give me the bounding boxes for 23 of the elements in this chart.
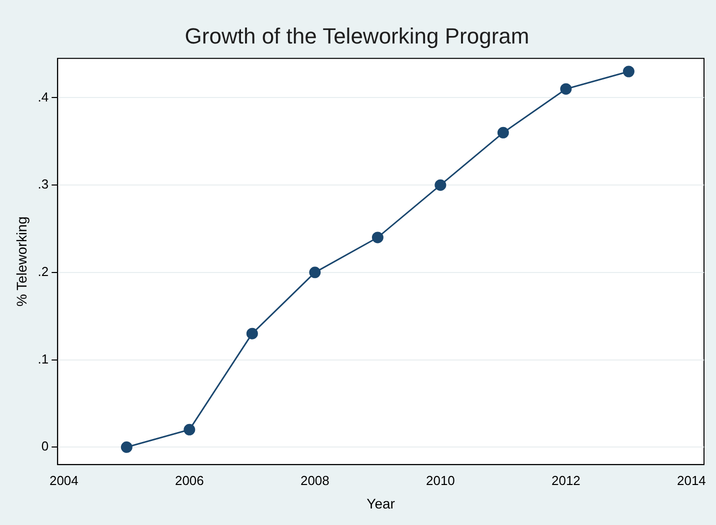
point xyxy=(309,266,321,278)
y-tick-label: .2 xyxy=(38,264,49,279)
point xyxy=(622,66,634,78)
y-tick-label: 0 xyxy=(41,438,49,454)
x-tick-label: 2014 xyxy=(676,472,706,488)
chart-title: Growth of the Teleworking Program xyxy=(184,23,530,48)
x-axis-title: Year xyxy=(366,495,396,512)
point xyxy=(434,179,446,191)
x-tick-label: 2004 xyxy=(49,472,78,488)
y-tick-label: .1 xyxy=(38,351,49,366)
y-axis-title: % Teleworking xyxy=(13,216,30,307)
point xyxy=(184,424,196,436)
x-tick-label: 2006 xyxy=(174,472,204,488)
point xyxy=(246,328,258,340)
y-tick-label: .4 xyxy=(38,89,49,104)
y-tick-label: .3 xyxy=(38,176,49,192)
point xyxy=(120,441,132,453)
point xyxy=(497,126,509,138)
x-tick-label: 2012 xyxy=(551,472,580,488)
point xyxy=(372,232,384,244)
x-tick-label: 2010 xyxy=(426,472,455,488)
point xyxy=(560,83,572,95)
x-tick-label: 2008 xyxy=(300,472,330,488)
